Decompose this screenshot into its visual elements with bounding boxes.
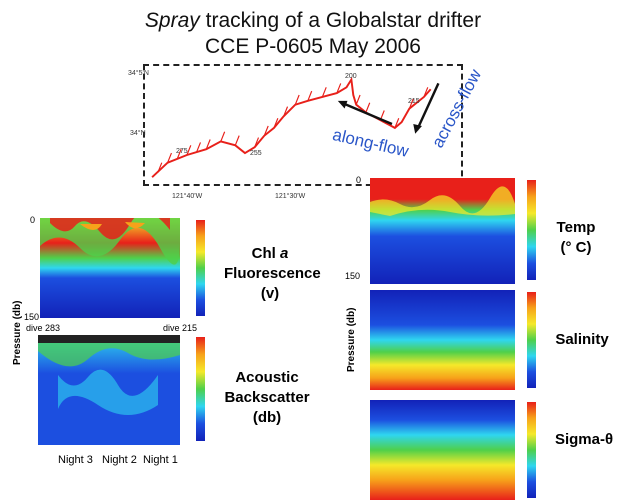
salinity-heatmap <box>370 290 515 390</box>
acoustic-line2: Backscatter <box>224 389 310 406</box>
across-flow-arrow <box>416 82 440 131</box>
title-italic-word: Spray <box>144 9 200 32</box>
chl-colorbar <box>196 220 205 316</box>
chl-label-line2: Fluorescence <box>224 265 321 282</box>
across-flow-arrowhead <box>413 124 422 134</box>
dive-label-275: 275 <box>176 148 188 155</box>
left-y-axis-label: Pressure (db) <box>12 300 23 365</box>
acoustic-colorbar <box>196 337 205 441</box>
sigma-heatmap <box>370 400 515 500</box>
lat-label-top: 34°5'N <box>128 70 149 77</box>
left-depth-bottom: 150 <box>24 312 40 322</box>
acoustic-line1: Acoustic <box>235 369 299 386</box>
dive-label-200: 200 <box>345 73 357 80</box>
temp-colorbar <box>527 180 536 280</box>
left-depth-top: 0 <box>30 215 36 225</box>
chl-label: Chl a Fluorescence (v) <box>224 244 321 304</box>
along-flow-arrow <box>341 101 393 126</box>
dive-right-label: dive 215 <box>163 323 198 333</box>
chl-label-text: Chl <box>251 245 280 262</box>
right-depth-bottom: 150 <box>345 271 361 281</box>
lat-label-bottom: 34°N <box>130 130 146 137</box>
along-flow-arrowhead <box>337 100 348 109</box>
temp-line2: (° C) <box>560 239 592 256</box>
velocity-ticks <box>157 83 429 173</box>
sigma-label: Sigma-θ <box>554 431 614 448</box>
lon-label-left: 121°40'W <box>172 193 203 200</box>
right-y-axis-label: Pressure (db) <box>346 307 357 372</box>
chl-label-line3: (v) <box>260 285 280 302</box>
chl-label-italic: a <box>280 245 289 262</box>
lon-label-right: 121°30'W <box>275 193 306 200</box>
slide-subtitle: CCE P-0605 May 2006 <box>205 35 421 58</box>
salinity-colorbar <box>527 292 536 388</box>
chl-heatmap <box>40 218 180 318</box>
dive-label-215: 215 <box>408 98 420 105</box>
temp-line1: Temp <box>556 219 596 236</box>
acoustic-line3: (db) <box>252 409 282 426</box>
dive-label-255: 255 <box>250 150 262 157</box>
temp-label: Temp (° C) <box>546 218 606 258</box>
night-labels: Night 3 Night 2 Night 1 <box>58 454 178 466</box>
temp-heatmap <box>370 178 515 284</box>
sigma-colorbar <box>527 402 536 498</box>
right-depth-top: 0 <box>356 175 362 185</box>
acoustic-label: Acoustic Backscatter (db) <box>212 368 322 428</box>
track-map <box>143 64 463 186</box>
track-map-svg <box>151 76 440 178</box>
dive-left-label: dive 283 <box>26 323 61 333</box>
slide-title: Spray tracking of a Globalstar drifter <box>0 9 626 33</box>
title-rest: tracking of a Globalstar drifter <box>199 9 482 32</box>
salinity-label: Salinity <box>555 331 609 348</box>
acoustic-heatmap <box>38 335 180 445</box>
drifter-track <box>151 76 432 178</box>
